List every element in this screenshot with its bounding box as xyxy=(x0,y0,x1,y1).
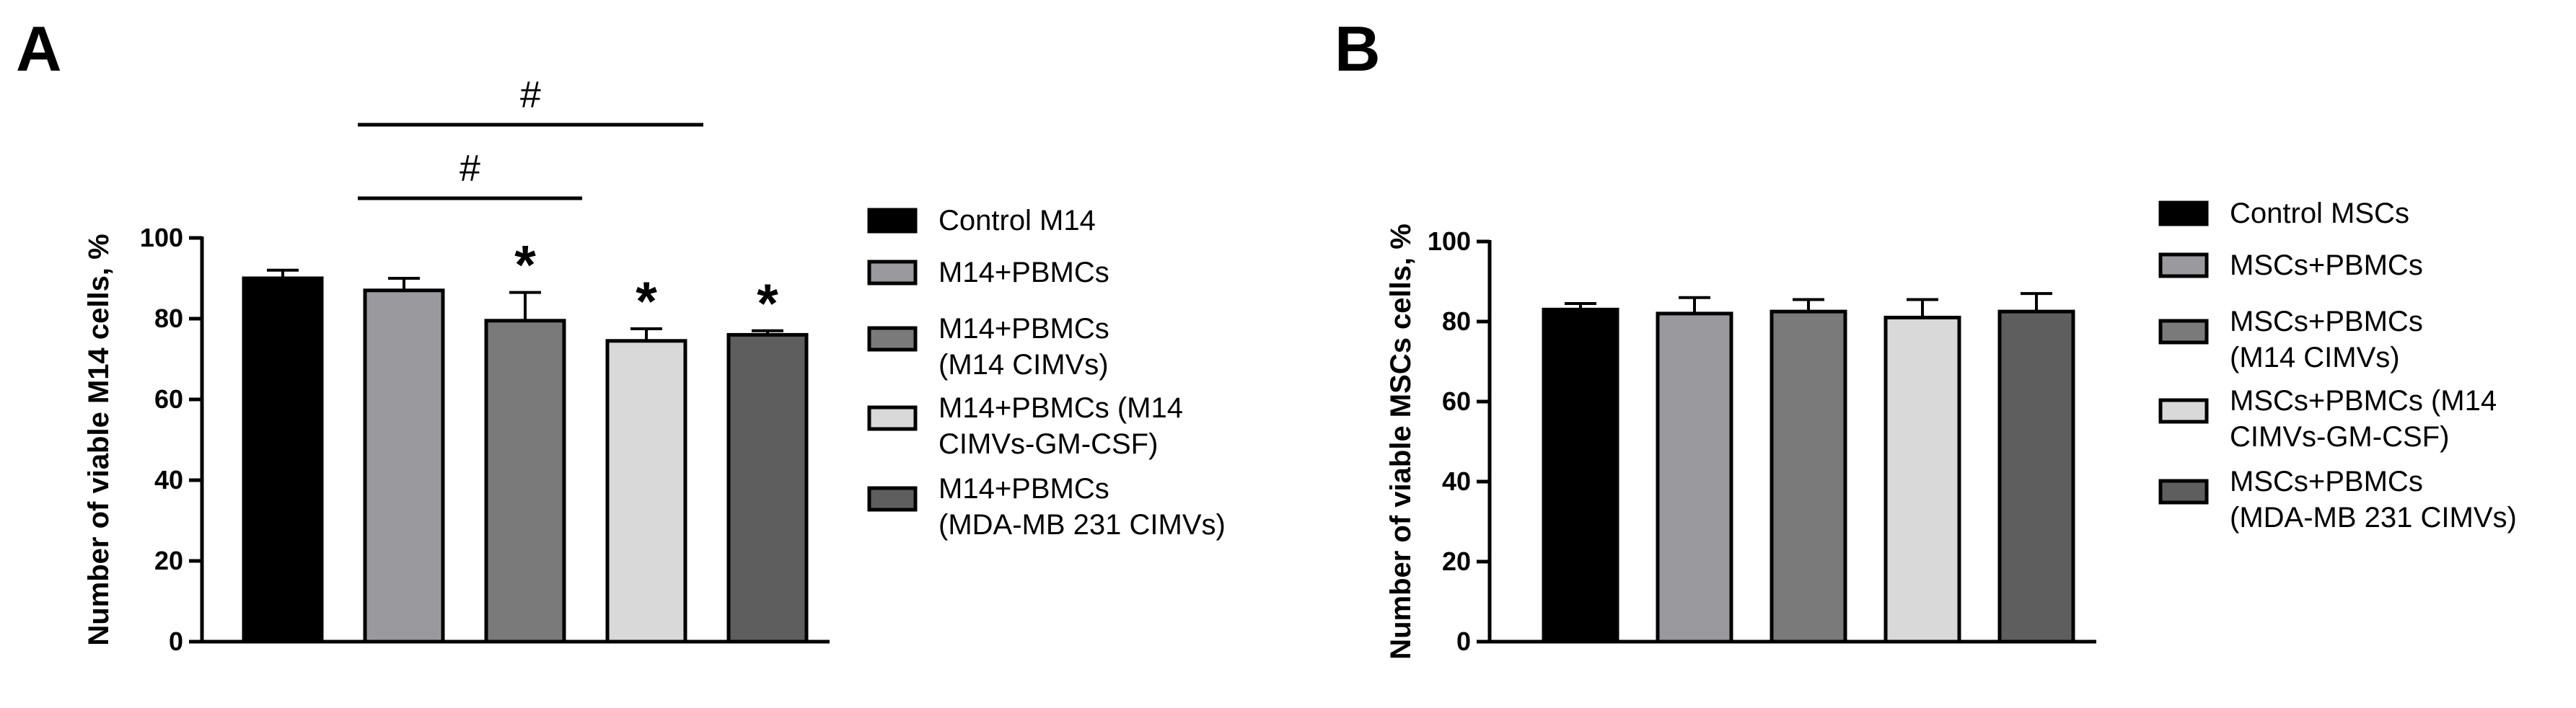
panel-b-legend-label-4: MSCs+PBMCs (M14 xyxy=(2230,385,2497,417)
panel-a-significance-star: * xyxy=(636,271,657,332)
panel-b-legend-swatch-4 xyxy=(2158,398,2209,424)
panel-a-significance-hash: # xyxy=(460,148,480,190)
panel-a-significance-hash: # xyxy=(520,74,541,116)
panel-b: B Number of viable MSCs cells, % 0 20 40 60 80… xyxy=(1335,13,2517,660)
panel-b-legend-label-3: MSCs+PBMCs xyxy=(2230,306,2423,337)
panel-b-y-tick-label: 100 xyxy=(1428,226,1471,256)
panel-a-legend-label-3: M14+PBMCs xyxy=(938,313,1109,345)
panel-b-bar-4 xyxy=(1883,315,1961,644)
panel-b-legend-swatch-3 xyxy=(2158,319,2209,345)
panel-b-y-tick-label: 20 xyxy=(1442,547,1471,576)
panel-b-y-tick-label: 0 xyxy=(1456,627,1471,656)
panel-a-y-tick-label: 60 xyxy=(154,384,183,414)
panel-a-legend-label-4: M14+PBMCs (M14 xyxy=(938,392,1183,424)
panel-b-y-tick-label: 40 xyxy=(1442,466,1471,496)
panel-a-legend-swatch-4 xyxy=(867,405,918,431)
panel-a-bar-5 xyxy=(726,332,809,644)
panel-b-legend-label-5: MSCs+PBMCs xyxy=(2230,466,2423,497)
panel-a-letter: A xyxy=(16,13,62,84)
panel-b-legend-label-1: Control MSCs xyxy=(2230,198,2409,229)
panel-b-bar-3 xyxy=(1770,309,1847,644)
panel-a-legend-swatch-1 xyxy=(867,208,918,234)
panel-a-y-tick-label: 20 xyxy=(154,546,183,575)
panel-b-y-tick-label: 80 xyxy=(1442,306,1471,336)
panel-b-y-tick-label: 60 xyxy=(1442,386,1471,416)
panel-a-legend-swatch-5 xyxy=(867,486,918,512)
panel-a-bar-3 xyxy=(484,319,566,644)
panel-a-bar-4 xyxy=(605,339,687,644)
panel-a-legend-swatch-3 xyxy=(867,326,918,352)
panel-a-legend-label-5: (MDA-MB 231 CIMVs) xyxy=(938,509,1226,541)
panel-b-bar-5 xyxy=(1997,309,2075,644)
panel-a-legend-label-1: Control M14 xyxy=(938,205,1096,236)
panel-a-y-tick-label: 100 xyxy=(140,223,183,252)
panel-b-y-axis-label: Number of viable MSCs cells, % xyxy=(1385,224,1417,660)
panel-b-bar-1 xyxy=(1542,307,1619,644)
panel-b-legend-swatch-2 xyxy=(2158,252,2209,278)
panel-a-legend-label-5: M14+PBMCs xyxy=(938,473,1109,505)
panel-a-bar-2 xyxy=(363,288,445,644)
panel-a: A Number of viable M14 cells, % 0 20 40 60 80 1… xyxy=(16,13,1226,656)
panel-b-legend-swatch-1 xyxy=(2158,200,2209,226)
panel-a-legend-swatch-2 xyxy=(867,260,918,286)
panel-b-legend-swatch-5 xyxy=(2158,479,2209,505)
panel-a-significance-star: * xyxy=(757,273,778,335)
panel-a-significance-star: * xyxy=(514,235,536,296)
panel-a-legend-label-4: CIMVs-GM-CSF) xyxy=(938,428,1158,460)
panel-a-y-tick-label: 40 xyxy=(154,465,183,495)
panel-a-legend-label-3: (M14 CIMVs) xyxy=(938,349,1109,381)
panel-b-legend-label-4: CIMVs-GM-CSF) xyxy=(2230,421,2449,453)
panel-b-bar-2 xyxy=(1656,311,1733,644)
panel-b-letter: B xyxy=(1335,13,1381,84)
panel-a-y-tick-label: 80 xyxy=(154,304,183,333)
panel-a-legend-label-2: M14+PBMCs xyxy=(938,257,1109,288)
panel-a-bar-1 xyxy=(242,276,324,644)
panel-b-legend-label-5: (MDA-MB 231 CIMVs) xyxy=(2230,502,2517,534)
panel-a-y-tick-label: 0 xyxy=(169,627,183,656)
panel-a-y-axis-label: Number of viable M14 cells, % xyxy=(83,234,115,645)
panel-b-legend-label-3: (M14 CIMVs) xyxy=(2230,342,2400,373)
panel-b-legend-label-2: MSCs+PBMCs xyxy=(2230,249,2423,281)
